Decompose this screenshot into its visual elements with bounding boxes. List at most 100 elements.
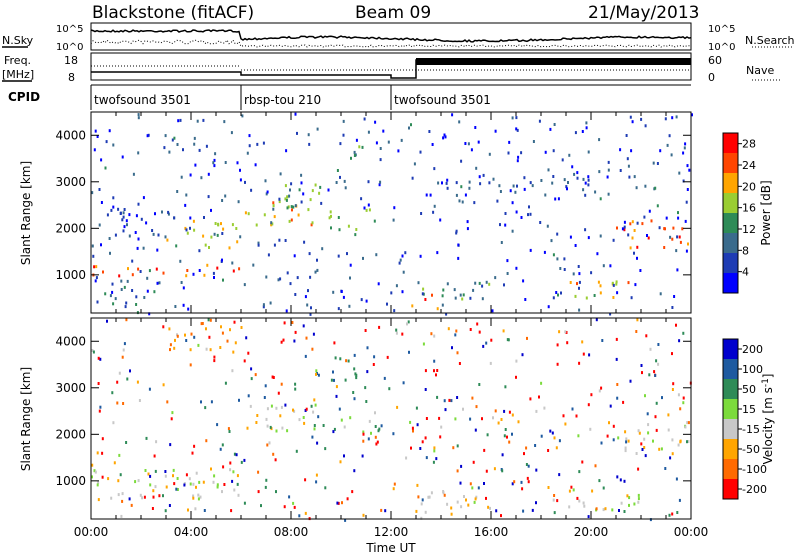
echo-cell xyxy=(93,469,96,473)
noise-cell xyxy=(515,266,518,270)
noise-cell xyxy=(432,460,435,464)
noise-cell xyxy=(214,152,217,156)
nsky-label: N.Sky xyxy=(2,34,34,47)
noise-cell xyxy=(392,432,395,436)
noise-cell xyxy=(187,508,189,512)
y-tick-label: 1000 xyxy=(55,268,86,282)
noise-cell xyxy=(296,131,298,135)
noise-cell xyxy=(688,168,691,172)
noise-cell xyxy=(629,115,632,119)
noise-cell xyxy=(612,424,615,428)
echo-cell xyxy=(102,270,104,274)
noise-cell xyxy=(654,415,657,419)
noise-cell xyxy=(576,496,579,500)
noise-cell xyxy=(213,164,216,168)
echo-cell xyxy=(611,281,614,285)
echo-cell xyxy=(509,189,512,193)
colorbar-tick-label: -200 xyxy=(742,483,767,496)
noise-cell xyxy=(286,271,289,275)
noise-cell xyxy=(641,448,644,451)
noise-cell xyxy=(590,393,593,397)
noise-cell xyxy=(292,501,295,505)
echo-cell xyxy=(233,488,236,492)
noise-cell xyxy=(515,375,517,379)
noise-cell xyxy=(170,417,173,421)
colorbar-tick-label: -100 xyxy=(742,463,767,476)
echo-cell xyxy=(478,175,481,179)
noise-cell xyxy=(111,290,114,294)
noise-cell xyxy=(606,434,609,438)
colorbar-swatch xyxy=(723,133,738,153)
echo-cell xyxy=(192,496,195,500)
noise-cell xyxy=(410,123,412,127)
echo-cell xyxy=(247,212,250,216)
echo-cell xyxy=(121,492,124,496)
noise-cell xyxy=(269,301,272,305)
noise-cell xyxy=(435,457,438,461)
noise-cell xyxy=(557,197,560,201)
echo-cell xyxy=(424,510,427,514)
noise-cell xyxy=(623,510,626,513)
noise-cell xyxy=(654,374,657,377)
noise-cell xyxy=(146,276,149,280)
noise-cell xyxy=(594,190,597,194)
colorbar-tick-label: 24 xyxy=(742,159,756,172)
noise-cell xyxy=(419,150,422,154)
noise-cell xyxy=(375,442,378,446)
freq-band xyxy=(416,58,691,65)
noise-cell xyxy=(436,369,439,372)
echo-cell xyxy=(153,290,156,294)
noise-cell xyxy=(627,233,630,237)
noise-cell xyxy=(456,351,459,355)
echo-cell xyxy=(303,421,306,425)
noise-cell xyxy=(129,369,131,373)
echo-cell xyxy=(220,222,222,226)
noise-cell xyxy=(374,435,377,439)
noise-cell xyxy=(303,240,306,244)
noise-cell xyxy=(260,504,262,508)
noise-cell xyxy=(270,221,273,225)
noise-cell xyxy=(687,421,690,425)
echo-cell xyxy=(157,233,160,237)
noise-cell xyxy=(396,405,399,409)
noise-cell xyxy=(606,175,609,179)
noise-cell xyxy=(171,138,174,142)
noise-cell xyxy=(413,162,416,166)
echo-cell xyxy=(93,265,96,269)
noise-cell xyxy=(315,372,317,376)
echo-cell xyxy=(365,208,368,212)
noise-cell xyxy=(656,204,659,208)
noise-cell xyxy=(433,334,436,338)
echo-cell xyxy=(311,221,314,225)
echo-cell xyxy=(364,386,367,390)
noise-cell xyxy=(101,475,104,479)
echo-cell xyxy=(112,205,115,209)
noise-cell xyxy=(269,425,272,429)
noise-cell xyxy=(284,403,287,407)
noise-cell xyxy=(298,514,301,518)
noise-cell xyxy=(366,370,369,374)
echo-cell xyxy=(286,195,289,199)
noise-cell xyxy=(618,509,620,512)
noise-cell xyxy=(272,207,275,211)
echo-cell xyxy=(489,506,491,510)
noise-cell xyxy=(351,490,354,494)
noise-cell xyxy=(109,251,111,255)
echo-cell xyxy=(626,494,629,498)
echo-cell xyxy=(285,198,288,202)
echo-cell xyxy=(481,297,484,301)
echo-cell xyxy=(204,243,207,247)
noise-cell xyxy=(504,212,507,215)
noise-cell xyxy=(494,129,497,133)
echo-cell xyxy=(330,226,332,230)
echo-cell xyxy=(576,282,578,286)
noise-cell xyxy=(538,395,540,399)
echo-cell xyxy=(565,185,568,189)
x-tick-label: 00:00 xyxy=(674,525,709,539)
noise-cell xyxy=(264,485,267,489)
echo-cell xyxy=(333,427,336,431)
echo-cell xyxy=(97,498,100,502)
noise-cell xyxy=(554,197,557,201)
echo-cell xyxy=(190,332,193,336)
noise-cell xyxy=(338,407,341,411)
